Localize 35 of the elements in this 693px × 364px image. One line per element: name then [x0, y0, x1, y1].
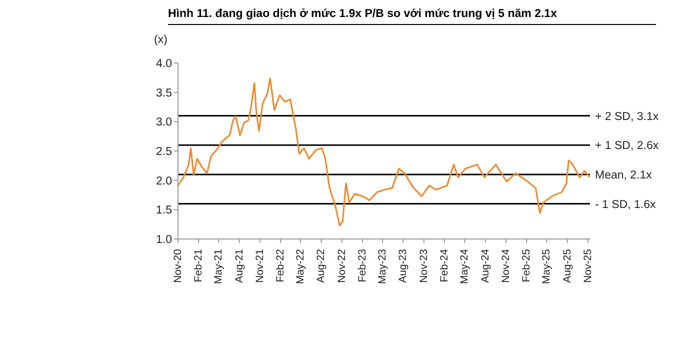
x-tick-label: Nov-20	[172, 248, 184, 283]
ref-line-label: Mean, 2.1x	[595, 170, 652, 182]
y-tick-label: 1.0	[156, 234, 172, 246]
x-tick-label: Nov-24	[500, 248, 512, 283]
x-tick-label: Nov-23	[418, 248, 430, 283]
x-tick-label: Feb-25	[520, 248, 533, 282]
x-tick-label: Feb-24	[438, 248, 451, 282]
x-tick-label: Aug-24	[479, 248, 492, 283]
x-tick-label: Nov-21	[254, 248, 266, 283]
y-tick-label: 1.5	[156, 204, 172, 217]
y-tick-label: 2.5	[156, 146, 172, 158]
x-tick-label: Aug-25	[561, 248, 574, 283]
x-tick-label: Nov-22	[336, 248, 348, 283]
y-axis-title: (x)	[154, 34, 168, 46]
y-tick-label: 3.0	[156, 116, 172, 129]
x-tick-label: May-21	[212, 248, 225, 284]
x-tick-label: Nov-25	[582, 248, 594, 283]
ref-line-label: + 2 SD, 3.1x	[595, 110, 659, 123]
ref-line-label: + 1 SD, 2.6x	[595, 140, 659, 152]
y-tick-label: 2.0	[156, 175, 172, 188]
x-tick-label: Aug-22	[315, 248, 328, 283]
y-tick-label: 3.5	[156, 87, 172, 100]
x-tick-label: May-25	[540, 248, 553, 284]
x-tick-label: May-22	[294, 248, 307, 284]
ref-line-label: - 1 SD, 1.6x	[595, 198, 656, 211]
x-tick-label: Aug-23	[397, 248, 410, 283]
x-tick-label: Feb-22	[274, 248, 287, 282]
chart-title: Hình 11. đang giao dịch ở mức 1.9x P/B so với mức trung vị 5 năm 2.1x	[168, 8, 656, 25]
x-tick-label: Aug-21	[233, 248, 246, 283]
x-tick-label: May-23	[376, 248, 389, 284]
y-tick-label: 4.0	[156, 58, 172, 70]
x-tick-label: Feb-21	[192, 248, 205, 282]
x-tick-label: May-24	[458, 248, 471, 284]
line-series	[178, 77, 590, 226]
x-tick-label: Feb-23	[356, 248, 369, 282]
